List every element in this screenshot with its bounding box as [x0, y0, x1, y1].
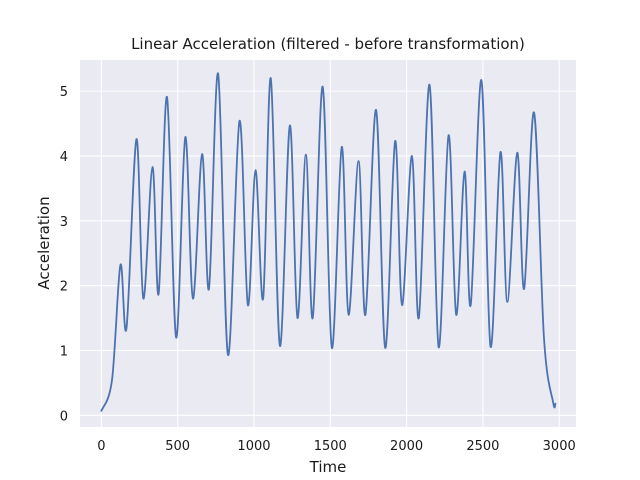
x-axis-label: Time — [309, 458, 347, 476]
x-tick-label: 2000 — [390, 439, 423, 454]
y-tick-label: 2 — [60, 280, 68, 295]
tick-labels: 0 500 1000 1500 2000 2500 3000 0 1 2 3 4 5 — [60, 85, 576, 454]
x-tick-label: 0 — [97, 439, 105, 454]
x-tick-label: 1000 — [237, 439, 270, 454]
y-axis-label: Acceleration — [35, 196, 53, 289]
acceleration-series-line — [100, 72, 557, 412]
y-tick-label: 4 — [60, 150, 68, 165]
y-tick-label: 3 — [60, 215, 68, 230]
y-tick-label: 5 — [60, 85, 68, 100]
x-tick-label: 2500 — [466, 439, 499, 454]
y-tick-label: 1 — [60, 344, 68, 359]
x-tick-label: 3000 — [543, 439, 576, 454]
x-tick-label: 1500 — [314, 439, 347, 454]
x-tick-label: 500 — [165, 439, 190, 454]
series-layer — [100, 72, 557, 412]
chart-title: Linear Acceleration (filtered - before t… — [131, 35, 525, 53]
y-tick-label: 0 — [60, 409, 68, 424]
